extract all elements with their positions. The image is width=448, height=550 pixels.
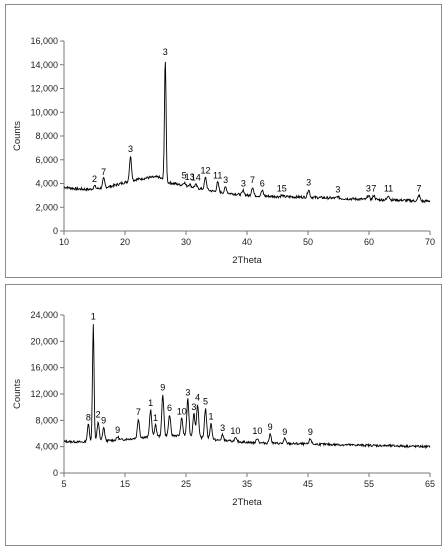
x-tick-label: 65	[425, 479, 435, 489]
peak-label: 3	[223, 175, 228, 185]
y-tick-label: 8,000	[35, 131, 58, 141]
peak-label: 2	[92, 174, 97, 184]
y-tick-label: 0	[53, 226, 58, 236]
peak-label: 10	[252, 426, 262, 436]
peak-label: 3	[128, 144, 133, 154]
peak-label: 7	[371, 183, 376, 193]
peak-label: 10	[177, 406, 187, 416]
peak-label: 3	[163, 47, 168, 57]
peak-label: 9	[268, 422, 273, 432]
peak-label: 13	[185, 172, 195, 182]
peak-label: 7	[101, 167, 106, 177]
peak-label: 5	[182, 170, 187, 180]
peak-label: 3	[335, 185, 340, 195]
peak-label: 15	[277, 183, 287, 193]
peak-label: 11	[213, 170, 222, 180]
x-tick-label: 10	[59, 237, 69, 247]
y-tick-label: 6,000	[35, 155, 58, 165]
x-axis-label: 2Theta	[232, 497, 262, 508]
peak-label: 7	[417, 183, 422, 193]
x-tick-label: 25	[181, 479, 191, 489]
peak-label: 1	[209, 412, 214, 422]
diffraction-pattern-line	[63, 61, 431, 204]
x-tick-label: 20	[120, 237, 130, 247]
x-tick-label: 45	[303, 479, 313, 489]
x-tick-label: 60	[364, 237, 374, 247]
peak-label: 1	[91, 312, 96, 322]
y-tick-label: 16,000	[30, 36, 58, 46]
peak-label: 4	[195, 393, 200, 403]
peak-label: 10	[230, 426, 240, 436]
peak-label: 14	[191, 173, 201, 183]
y-tick-label: 12,000	[30, 84, 58, 94]
peak-label: 1	[148, 398, 153, 408]
x-axis-label: 2Theta	[232, 255, 262, 266]
x-tick-label: 40	[242, 237, 252, 247]
y-tick-label: 4,000	[35, 179, 58, 189]
peak-label: 9	[115, 425, 120, 435]
x-tick-label: 30	[181, 237, 191, 247]
y-tick-label: 24,000	[30, 310, 58, 320]
x-tick-label: 15	[120, 479, 130, 489]
y-axis-label: Counts	[12, 379, 23, 409]
y-tick-label: 12,000	[30, 389, 58, 399]
peak-label: 1	[153, 413, 158, 423]
diffraction-pattern-line	[63, 324, 431, 450]
peak-label: 9	[282, 427, 287, 437]
peak-label: 8	[86, 412, 91, 422]
y-axis-label: Counts	[12, 121, 23, 151]
y-tick-label: 4,000	[35, 442, 58, 452]
xrd-chart-top: 0 2,000 4,000 6,000 8,000 10,000 12,000 14,000 1…	[12, 36, 435, 266]
peak-label: 6	[260, 179, 265, 189]
peak-label: 3	[306, 177, 311, 187]
y-tick-label: 20,000	[30, 336, 58, 346]
peak-label: 9	[101, 416, 106, 426]
peak-label: 7	[136, 407, 141, 417]
x-tick-label: 50	[303, 237, 313, 247]
peak-label: 3	[220, 423, 225, 433]
peak-label: 3	[191, 402, 196, 412]
y-tick-label: 10,000	[30, 107, 58, 117]
x-tick-label: 55	[364, 479, 374, 489]
peak-label: 5	[203, 396, 208, 406]
y-tick-label: 14,000	[30, 60, 58, 70]
y-tick-label: 16,000	[30, 363, 58, 373]
y-tick-label: 2,000	[35, 202, 58, 212]
x-tick-label: 70	[425, 237, 435, 247]
peak-label: 7	[250, 175, 255, 185]
peak-label: 3	[185, 387, 190, 397]
x-tick-label: 35	[242, 479, 252, 489]
y-tick-label: 0	[53, 468, 58, 478]
peak-label: 3	[241, 179, 246, 189]
peak-label: 3	[366, 183, 371, 193]
y-tick-label: 8,000	[35, 415, 58, 425]
peak-label: 2	[96, 410, 101, 420]
peak-label: 9	[160, 383, 165, 393]
peak-label: 6	[167, 403, 172, 413]
peak-label: 9	[308, 427, 313, 437]
chart-panel-bottom: 0 4,000 8,000 12,000 16,000 20,000 24,000 5 15 25…	[5, 284, 442, 546]
peak-label: 11	[384, 183, 393, 193]
x-tick-label: 5	[61, 479, 66, 489]
peak-label: 12	[201, 166, 211, 176]
chart-panel-top: 0 2,000 4,000 6,000 8,000 10,000 12,000 14,000 1…	[5, 4, 442, 278]
